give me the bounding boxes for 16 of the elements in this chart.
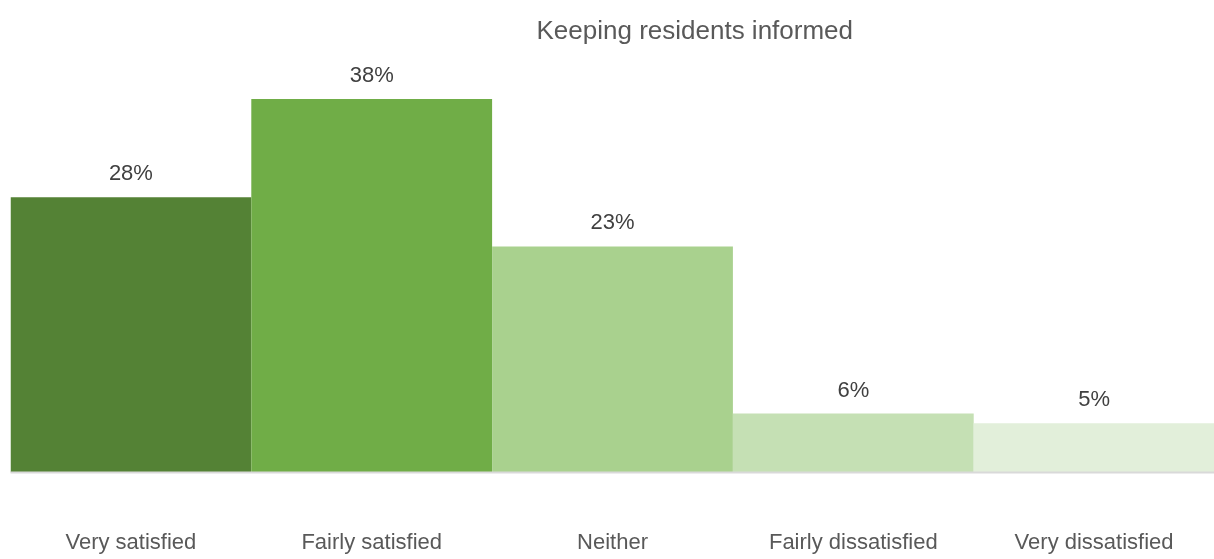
bar [732,413,974,473]
x-tick-label: Very satisfied [65,528,197,554]
bar [10,197,252,473]
chart-title: Keeping residents informed [536,14,854,45]
bar [973,423,1214,473]
x-tick-label: Neither [577,528,648,554]
data-label: 23% [590,209,635,235]
data-label: 28% [108,160,153,186]
bar [251,99,493,473]
data-label: 6% [837,376,870,402]
x-tick-label: Fairly dissatisfied [768,528,938,554]
data-label: 5% [1078,386,1110,412]
x-tick-label: Very dissatisfied [1014,528,1174,554]
bar [492,246,733,473]
data-label: 38% [349,62,394,88]
x-tick-label: Fairly satisfied [301,528,442,554]
